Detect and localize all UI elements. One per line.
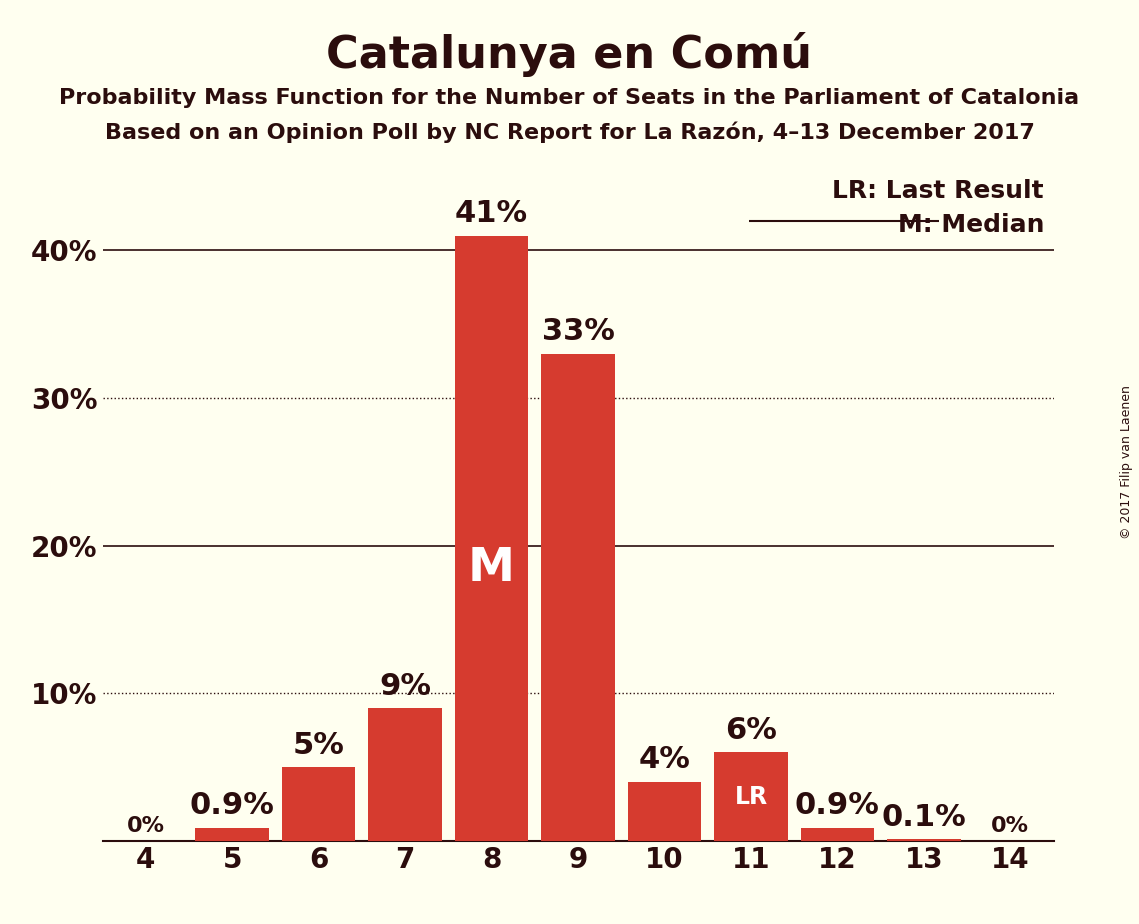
Text: 5%: 5%	[293, 731, 345, 760]
Text: M: M	[468, 546, 515, 591]
Text: 0%: 0%	[991, 817, 1030, 836]
Bar	[454, 236, 528, 841]
Bar	[282, 767, 355, 841]
Text: 41%: 41%	[454, 200, 528, 228]
Text: 0.1%: 0.1%	[882, 803, 966, 832]
Text: Catalunya en Comú: Catalunya en Comú	[327, 32, 812, 78]
Text: © 2017 Filip van Laenen: © 2017 Filip van Laenen	[1121, 385, 1133, 539]
Bar	[628, 782, 702, 841]
Text: LR: LR	[735, 784, 768, 808]
Bar	[368, 708, 442, 841]
Bar	[714, 752, 788, 841]
Text: 0.9%: 0.9%	[190, 791, 274, 821]
Bar	[801, 828, 874, 841]
Text: 9%: 9%	[379, 672, 432, 700]
Text: LR: Last Result: LR: Last Result	[833, 178, 1044, 202]
Bar	[541, 354, 615, 841]
Text: 33%: 33%	[542, 317, 614, 346]
Text: 0.9%: 0.9%	[795, 791, 879, 821]
Text: 4%: 4%	[639, 746, 690, 774]
Bar	[887, 839, 960, 841]
Text: 6%: 6%	[726, 716, 777, 745]
Text: M: Median: M: Median	[898, 213, 1044, 237]
Text: Based on an Opinion Poll by NC Report for La Razón, 4–13 December 2017: Based on an Opinion Poll by NC Report fo…	[105, 122, 1034, 143]
Bar	[196, 828, 269, 841]
Text: 0%: 0%	[126, 817, 165, 836]
Text: Probability Mass Function for the Number of Seats in the Parliament of Catalonia: Probability Mass Function for the Number…	[59, 88, 1080, 108]
